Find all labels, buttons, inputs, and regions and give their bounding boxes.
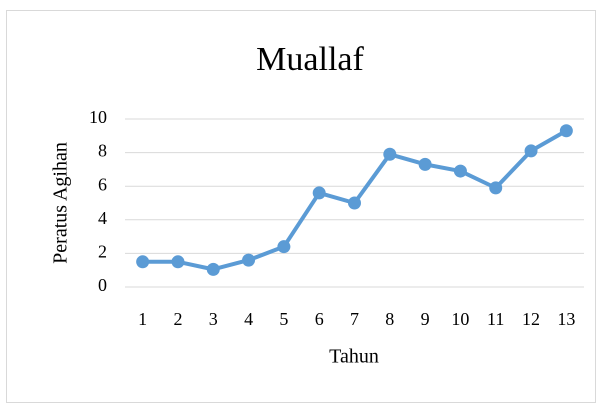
- chart-border: [6, 10, 596, 403]
- point: [206, 262, 220, 276]
- y-tick-label: 10: [89, 107, 107, 127]
- point: [171, 255, 185, 269]
- x-tick-label: 12: [522, 309, 540, 329]
- x-tick-label: 3: [209, 309, 218, 329]
- y-axis-label: Peratus Agihan: [50, 142, 72, 264]
- x-tick-label: 8: [385, 309, 394, 329]
- x-tick-label: 4: [244, 309, 253, 329]
- y-tick-label: 2: [98, 242, 107, 262]
- x-tick-label: 10: [451, 309, 469, 329]
- chart-title: Muallaf: [256, 41, 364, 78]
- point: [383, 147, 397, 161]
- point: [348, 196, 361, 210]
- x-tick-label: 13: [557, 309, 575, 329]
- point: [559, 124, 573, 138]
- y-tick-label: 6: [98, 174, 107, 194]
- x-tick-label: 1: [138, 309, 147, 329]
- point: [524, 144, 538, 158]
- point: [312, 186, 326, 200]
- point: [136, 255, 150, 269]
- point: [489, 181, 503, 195]
- y-tick-label: 0: [98, 275, 107, 295]
- x-tick-label: 11: [487, 309, 504, 329]
- x-tick-label: 6: [315, 309, 324, 329]
- point: [418, 157, 432, 171]
- point: [242, 253, 256, 267]
- x-tick-label: 9: [421, 309, 430, 329]
- point: [453, 164, 467, 178]
- point: [277, 240, 291, 254]
- x-tick-label: 7: [350, 309, 359, 329]
- y-tick-label: 8: [98, 141, 107, 161]
- x-axis-label: Tahun: [329, 346, 379, 368]
- x-tick-label: 2: [173, 309, 182, 329]
- y-tick-label: 4: [98, 208, 107, 228]
- x-tick-label: 5: [279, 309, 288, 329]
